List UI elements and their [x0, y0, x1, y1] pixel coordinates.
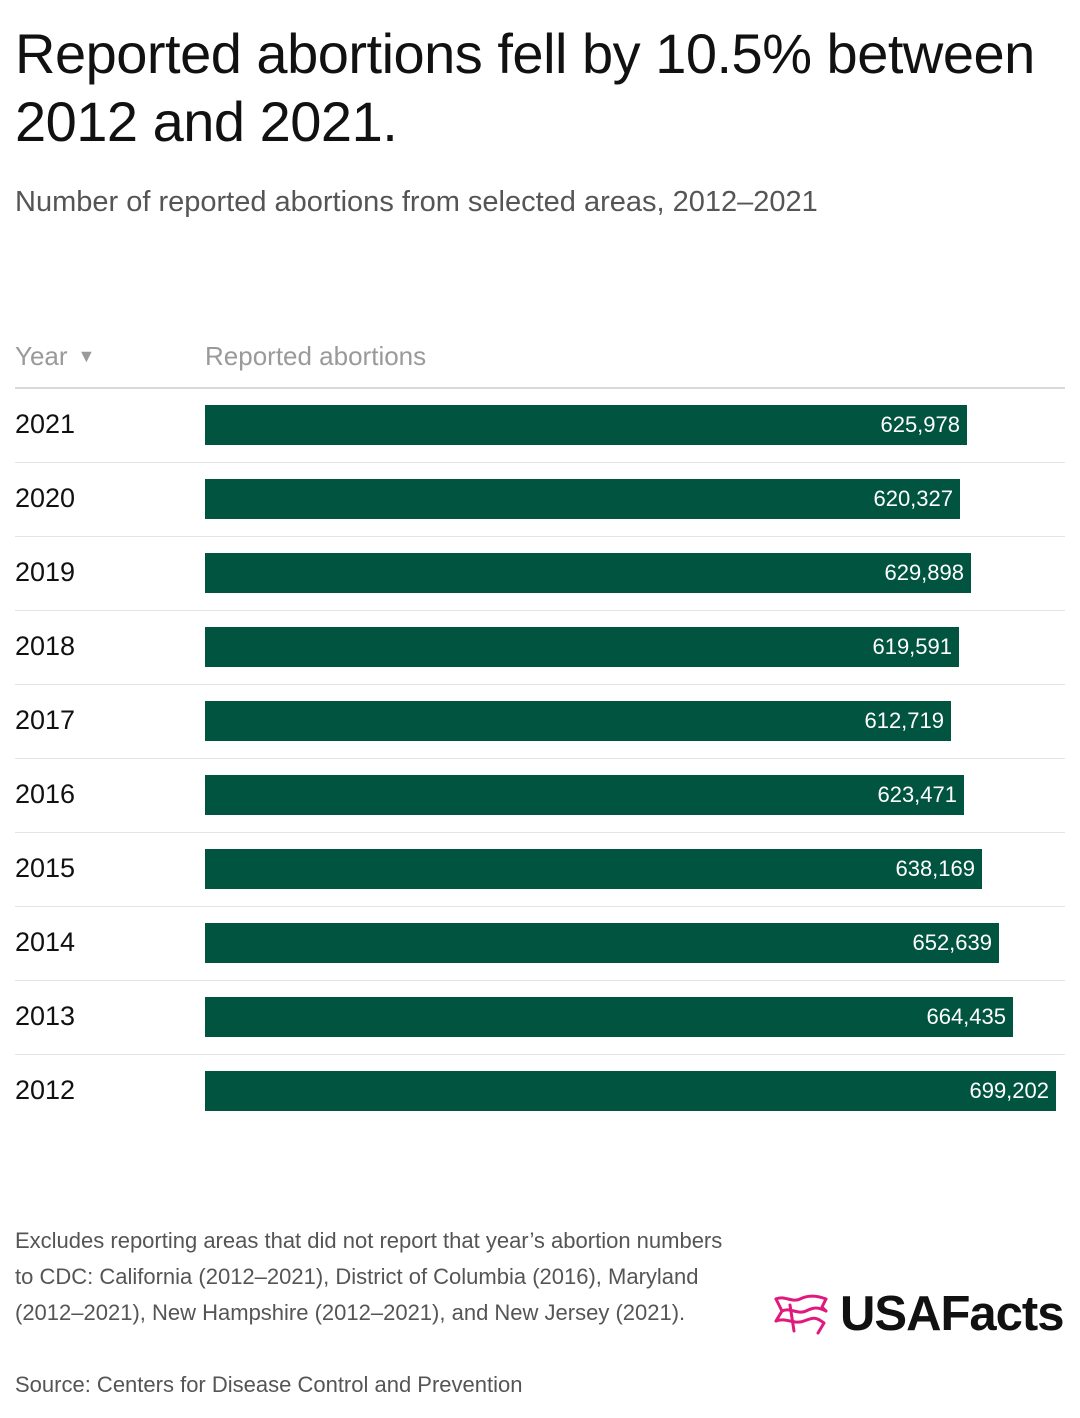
row-divider: [15, 684, 1065, 685]
bar: 699,202: [205, 1071, 1056, 1111]
year-label: 2012: [15, 1075, 76, 1105]
row-divider: [15, 610, 1065, 611]
row-divider: [15, 980, 1065, 981]
source-note: Source: Centers for Disease Control and …: [15, 1372, 523, 1397]
bar: 625,978: [205, 405, 967, 445]
table-row: 2012 699,202: [0, 1055, 1080, 1129]
chart-subtitle: Number of reported abortions from select…: [15, 186, 818, 218]
bar: 623,471: [205, 775, 964, 815]
year-label: 2020: [15, 483, 76, 513]
usafacts-flag-icon: [774, 1294, 828, 1335]
table-row: 2019 629,898: [0, 537, 1080, 611]
bar-value-label: 664,435: [926, 1004, 1006, 1029]
year-label: 2015: [15, 853, 76, 883]
row-divider: [15, 1054, 1065, 1055]
row-divider: [15, 832, 1065, 833]
bar-value-label: 612,719: [864, 708, 944, 733]
row-divider: [15, 462, 1065, 463]
table-row: 2018 619,591: [0, 611, 1080, 685]
sort-descending-icon[interactable]: ▼: [77, 346, 96, 366]
table-row: 2013 664,435: [0, 981, 1080, 1055]
year-column-header[interactable]: Year ▼: [15, 338, 95, 374]
year-label: 2021: [15, 409, 76, 439]
row-divider: [15, 906, 1065, 907]
table-row: 2021 625,978: [0, 389, 1080, 463]
table-row: 2016 623,471: [0, 759, 1080, 833]
bar-value-label: 699,202: [969, 1078, 1049, 1103]
logo-wordmark: USAFacts: [840, 1287, 1064, 1341]
year-column-label: Year: [15, 341, 68, 371]
bar: 664,435: [205, 997, 1013, 1037]
row-divider: [15, 536, 1065, 537]
bar-value-label: 638,169: [895, 856, 975, 881]
footnote: Excludes reporting areas that did not re…: [15, 1228, 723, 1325]
year-label: 2018: [15, 631, 76, 661]
bar-table: 2021 625,978 2020 620,327 2019 629,898 2018 619…: [0, 389, 1080, 1129]
year-label: 2017: [15, 705, 76, 735]
year-label: 2019: [15, 557, 76, 587]
table-row: 2015 638,169: [0, 833, 1080, 907]
table-row: 2017 612,719: [0, 685, 1080, 759]
bar: 620,327: [205, 479, 960, 519]
year-label: 2013: [15, 1001, 76, 1031]
year-label: 2016: [15, 779, 76, 809]
bar: 619,591: [205, 627, 959, 667]
reported-abortions-column-header: Reported abortions: [205, 341, 427, 371]
bar-value-label: 629,898: [884, 560, 964, 585]
row-divider: [15, 758, 1065, 759]
bar-value-label: 619,591: [872, 634, 952, 659]
bar-value-label: 652,639: [912, 930, 992, 955]
header-divider: [15, 387, 1065, 389]
year-label: 2014: [15, 927, 76, 957]
chart-title: Reported abortions fell by 10.5% between…: [15, 22, 1035, 153]
table-row: 2020 620,327: [0, 463, 1080, 537]
bar: 638,169: [205, 849, 982, 889]
bar-value-label: 623,471: [877, 782, 957, 807]
bar: 612,719: [205, 701, 951, 741]
bar-value-label: 625,978: [880, 412, 960, 437]
table-row: 2014 652,639: [0, 907, 1080, 981]
usafacts-logo: USAFacts: [772, 1284, 1064, 1344]
bar-value-label: 620,327: [873, 486, 953, 511]
bar: 652,639: [205, 923, 999, 963]
bar: 629,898: [205, 553, 971, 593]
